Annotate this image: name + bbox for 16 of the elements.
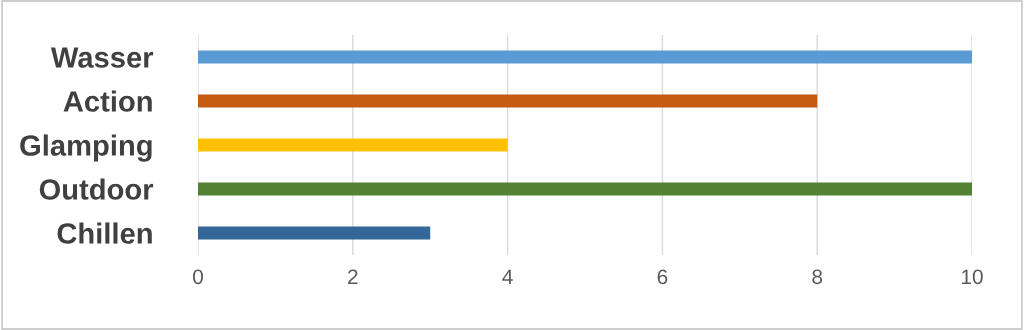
bar: [198, 226, 431, 240]
x-tick-label: 2: [348, 269, 358, 284]
y-tick-label: Action: [63, 90, 152, 112]
y-tick-label: Wasser: [50, 47, 154, 68]
bar: [198, 94, 818, 108]
bar: [198, 138, 508, 152]
bar: [198, 182, 972, 196]
x-tick-label: 10: [962, 269, 983, 285]
x-tick-label: 4: [502, 269, 513, 284]
y-tick-label: Glamping: [20, 134, 152, 162]
x-tick-label: 0: [193, 269, 203, 285]
x-tick-label: 6: [657, 269, 668, 285]
y-tick-label: Chillen: [57, 222, 152, 244]
bar: [198, 50, 972, 64]
y-tick-label: Outdoor: [39, 178, 154, 200]
x-tick-label: 8: [812, 269, 823, 285]
